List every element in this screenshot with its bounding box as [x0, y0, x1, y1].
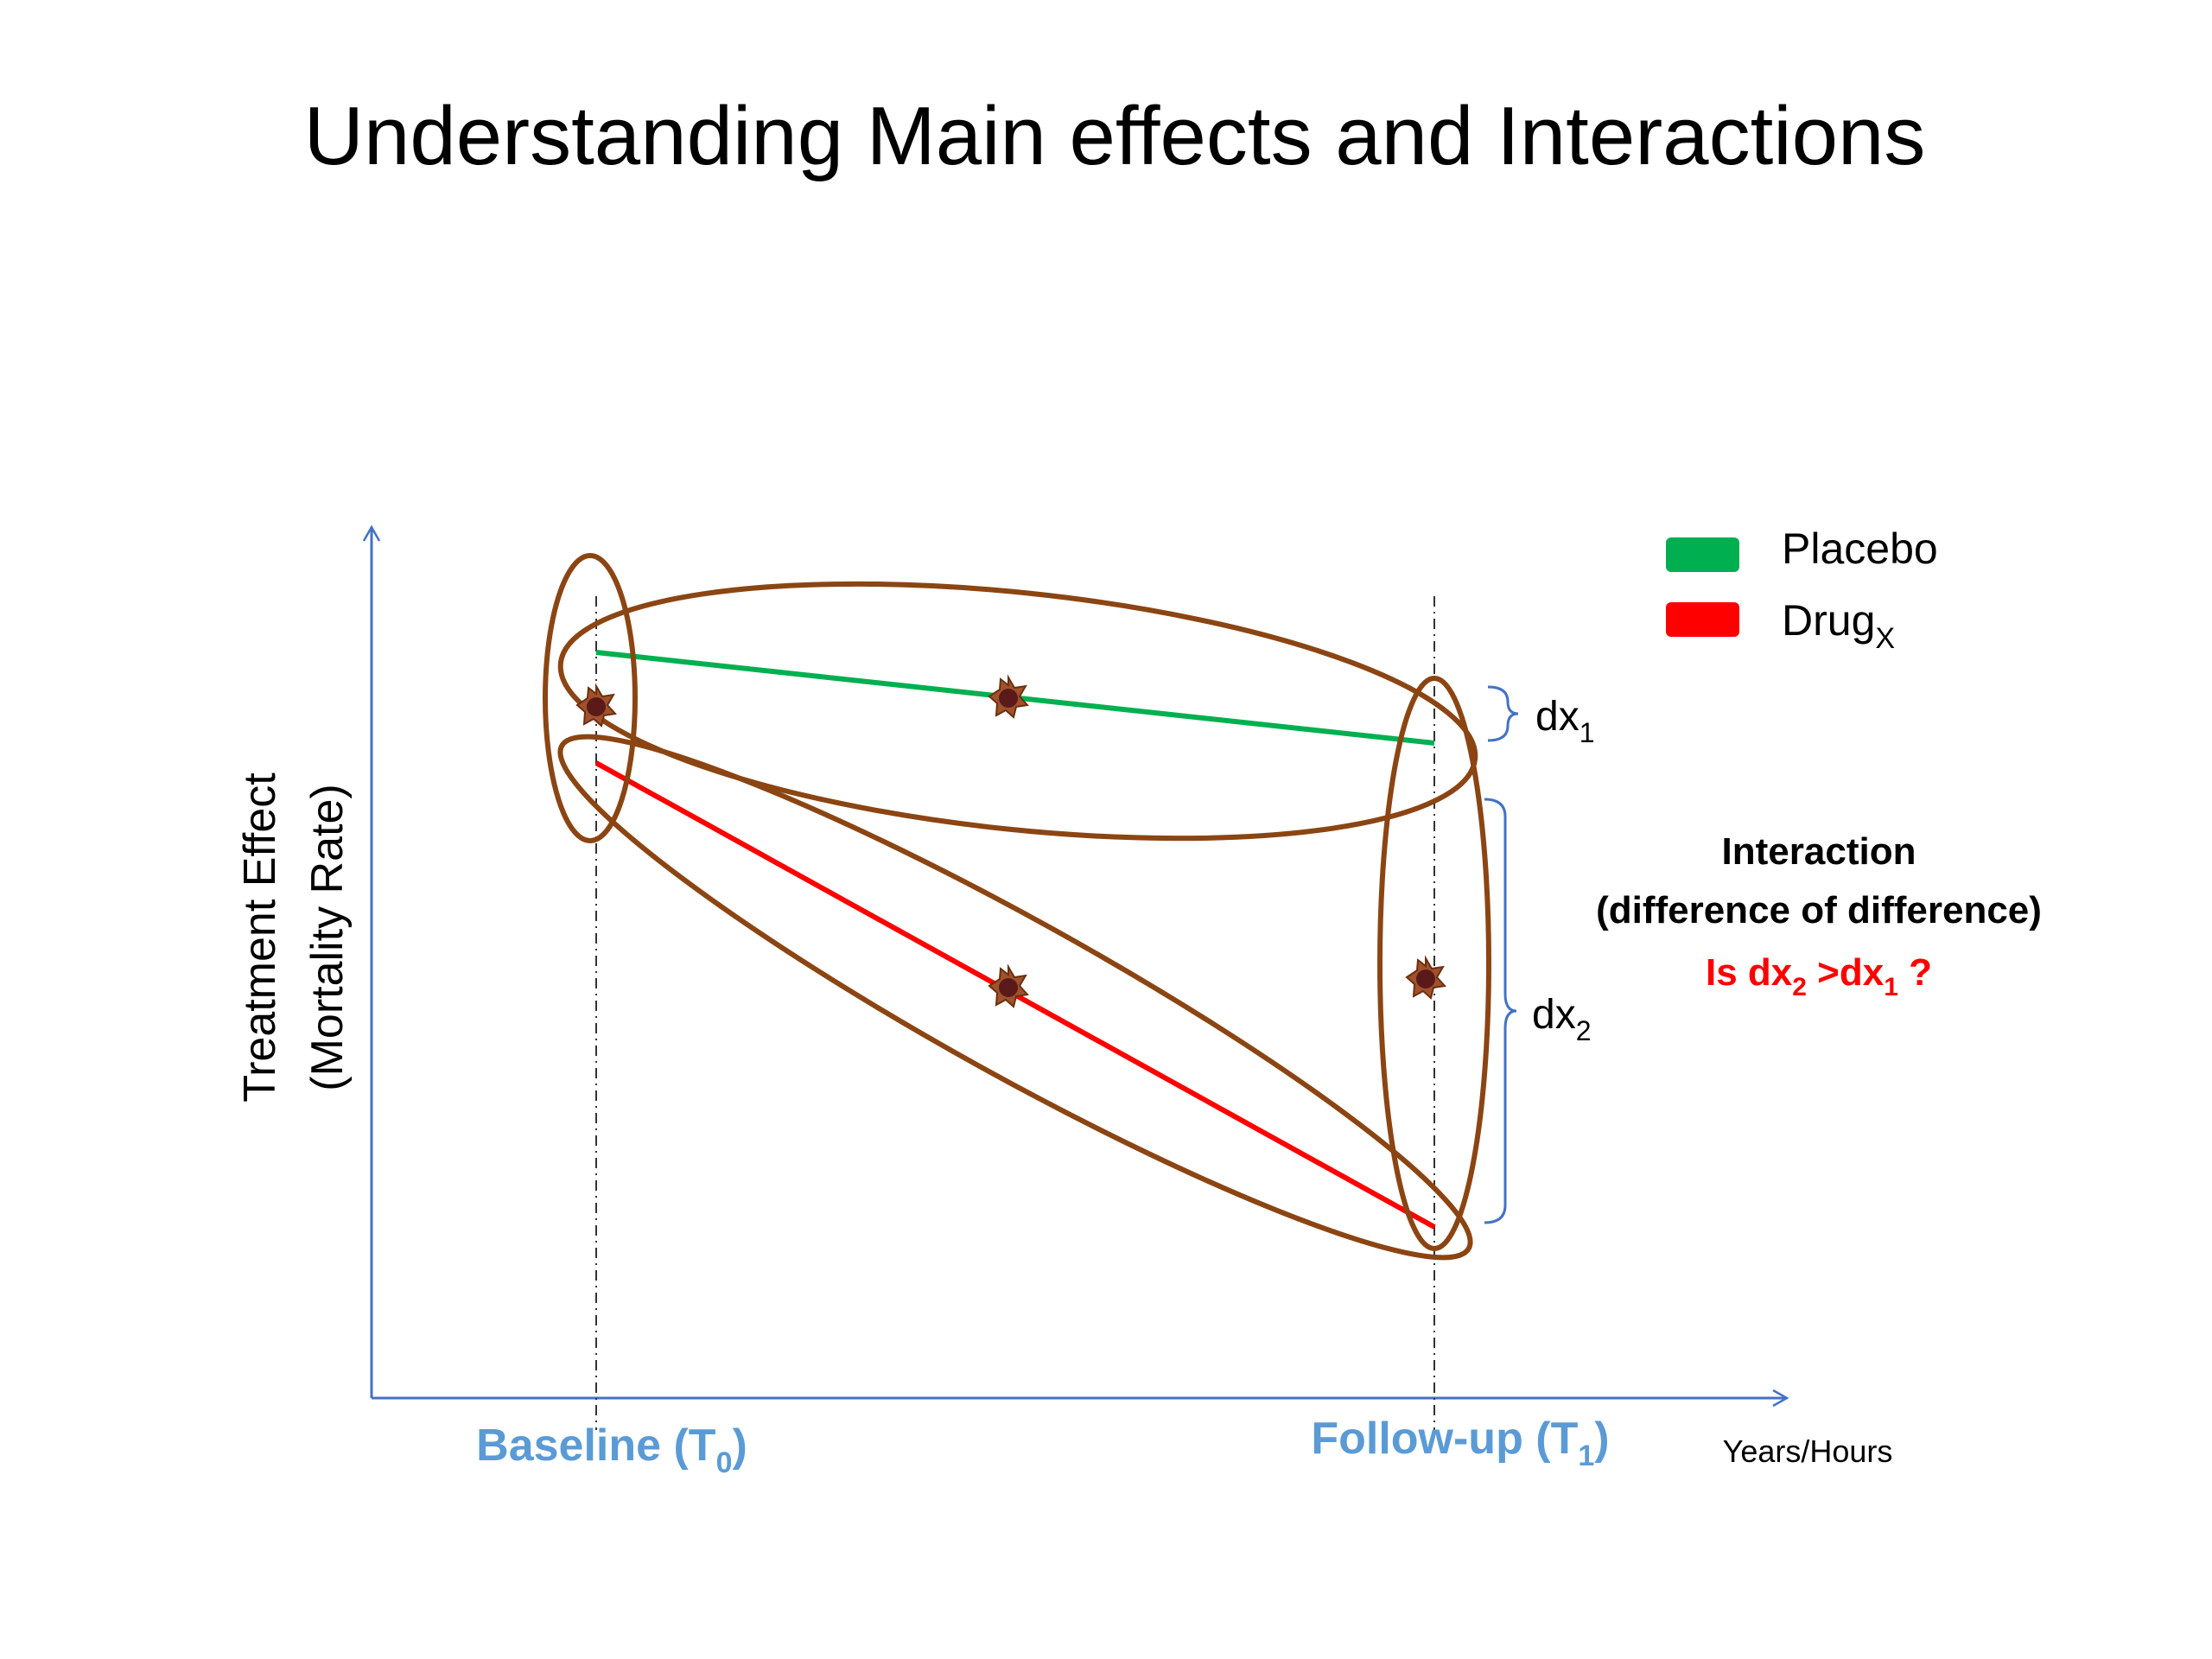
- baseline-group-ellipse: [543, 553, 638, 843]
- x-axis-unit-label: Years/Hours: [1723, 1433, 1893, 1469]
- y-axis-label: Treatment Effect (Mortality Rate): [235, 772, 353, 1103]
- interaction-subheading: (difference of difference): [1596, 889, 2042, 931]
- placebo-mean-marker: [988, 674, 1029, 719]
- slide-title: Understanding Main effects and Interacti…: [304, 90, 1926, 182]
- legend-placebo-swatch: [1666, 537, 1739, 572]
- interaction-heading: Interaction: [1722, 830, 1916, 873]
- placebo-group-ellipse: [557, 581, 1478, 842]
- legend-placebo-label: Placebo: [1782, 524, 1938, 573]
- dx2-bracket: [1484, 798, 1517, 1224]
- legend-drug-swatch: [1666, 602, 1739, 637]
- y-axis-label-line1: Treatment Effect: [235, 772, 285, 1103]
- dx2-label: dx2: [1532, 992, 1592, 1046]
- followup-mean-marker: [1405, 955, 1446, 1000]
- drug-group-ellipse: [557, 734, 1473, 1261]
- dx1-label: dx1: [1535, 694, 1595, 748]
- interaction-question: Is dx2 >dx1 ?: [1706, 951, 1932, 1001]
- dx1-bracket: [1487, 685, 1519, 742]
- interaction-annotation: Interaction (difference of difference) I…: [1596, 830, 2042, 1001]
- x-tick-followup: Follow-up (T1): [1311, 1414, 1609, 1472]
- baseline-mean-marker: [575, 683, 617, 728]
- y-axis-label-line2: (Mortality Rate): [302, 784, 353, 1090]
- drug-mean-marker: [988, 963, 1029, 1008]
- legend-drug-label: DrugX: [1782, 596, 1895, 655]
- followup-group-ellipse: [1377, 676, 1491, 1251]
- x-tick-baseline: Baseline (T0): [476, 1421, 747, 1479]
- legend: Placebo DrugX: [1666, 524, 1938, 655]
